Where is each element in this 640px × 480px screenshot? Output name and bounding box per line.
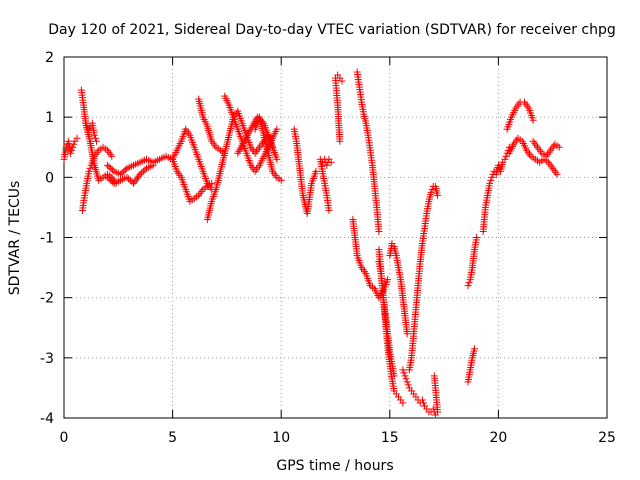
data-points [60, 68, 563, 419]
data-point [401, 372, 409, 380]
data-point [105, 175, 113, 183]
chart-title: Day 120 of 2021, Sidereal Day-to-day VTE… [48, 22, 616, 38]
data-point [465, 279, 473, 287]
data-point [116, 170, 124, 178]
data-point [126, 176, 134, 184]
x-axis-label: GPS time / hours [276, 458, 393, 474]
data-point [399, 366, 407, 374]
data-point [434, 408, 442, 416]
data-point [338, 77, 346, 85]
y-tick-label: -2 [40, 291, 54, 307]
x-tick-label: 0 [60, 430, 69, 446]
axis-ticks: 0 5 10 15 20 25 -4 -3 -2 -1 0 1 2 [40, 50, 616, 446]
grid [64, 57, 607, 418]
data-point [136, 170, 144, 178]
data-point [325, 206, 333, 214]
plot-frame [63, 56, 608, 419]
data-point [125, 175, 133, 183]
data-point [131, 178, 139, 186]
data-point [93, 137, 101, 145]
data-point [149, 161, 157, 169]
data-point [529, 116, 537, 124]
y-tick-label: -1 [40, 231, 54, 247]
data-point [107, 164, 115, 172]
data-point [402, 375, 410, 383]
data-point [135, 172, 143, 180]
data-point [118, 169, 126, 177]
data-point [312, 167, 320, 175]
data-point [555, 143, 563, 151]
data-point [70, 140, 78, 148]
data-point [105, 163, 113, 171]
data-point [90, 131, 98, 139]
data-point [108, 178, 116, 186]
data-point [390, 372, 398, 380]
data-point [427, 188, 435, 196]
data-point [123, 173, 131, 181]
data-point [502, 152, 510, 160]
x-tick-label: 20 [489, 430, 507, 446]
data-point [487, 176, 495, 184]
data-point [327, 158, 335, 166]
data-point [464, 282, 472, 290]
data-point [86, 164, 94, 172]
data-point [488, 173, 496, 181]
y-tick-label: 0 [45, 170, 54, 186]
data-point [375, 227, 383, 235]
data-point [273, 125, 281, 133]
data-point [404, 381, 412, 389]
x-tick-label: 15 [381, 430, 399, 446]
data-point [323, 161, 331, 169]
data-point [121, 166, 129, 174]
data-point [130, 179, 138, 187]
data-point [553, 170, 561, 178]
y-axis-label: SDTVAR / TECUs [7, 181, 23, 296]
y-tick-label: -4 [40, 411, 54, 427]
y-tick-label: -3 [40, 351, 54, 367]
data-point [62, 143, 70, 151]
data-point [428, 185, 436, 193]
data-point [501, 155, 509, 163]
x-tick-label: 10 [272, 430, 290, 446]
data-point [133, 174, 141, 182]
y-tick-label: 2 [45, 50, 54, 66]
data-point [141, 166, 149, 174]
data-point [403, 330, 411, 338]
data-point [486, 179, 494, 187]
data-point [103, 161, 111, 169]
data-point [434, 191, 442, 199]
data-point [85, 167, 93, 175]
data-point [400, 369, 408, 377]
data-point [91, 134, 99, 142]
data-point [471, 345, 479, 353]
data-point [277, 176, 285, 184]
data-point [139, 167, 147, 175]
x-tick-label: 5 [168, 430, 177, 446]
data-point [273, 155, 281, 163]
data-point [69, 143, 77, 151]
data-point [138, 169, 146, 177]
data-point [73, 134, 81, 142]
data-point [120, 167, 128, 175]
data-point [429, 405, 437, 413]
data-point [103, 173, 111, 181]
data-point [68, 146, 76, 154]
y-tick-label: 1 [45, 110, 54, 126]
data-point [132, 176, 140, 184]
data-point [399, 399, 407, 407]
x-tick-label: 25 [598, 430, 616, 446]
data-point [108, 152, 116, 160]
data-point [108, 166, 116, 174]
data-point [473, 234, 481, 241]
data-point [67, 149, 75, 157]
data-point [208, 179, 216, 187]
data-point [494, 161, 502, 169]
data-point [384, 276, 392, 284]
data-point [107, 176, 115, 184]
data-point [418, 396, 426, 404]
data-point [336, 137, 344, 145]
data-point [403, 378, 411, 386]
data-point [419, 399, 427, 407]
